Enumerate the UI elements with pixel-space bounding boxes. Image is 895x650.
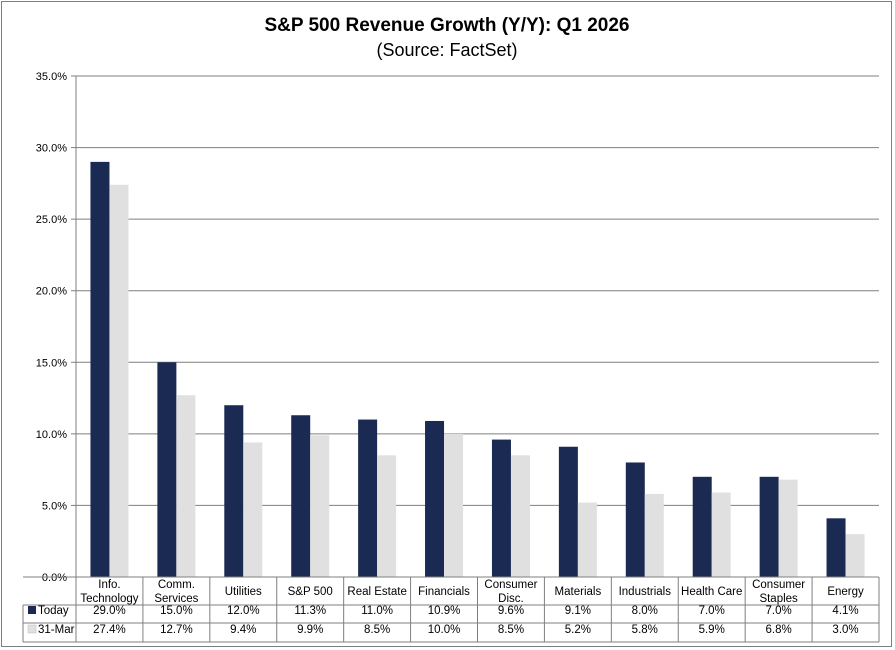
y-axis-ticks: 0.0% 5.0% 10.0% 15.0% 20.0% 25.0% 30.0% 35.0% [36, 71, 67, 584]
bar-31-mar [711, 492, 731, 577]
legend-label: 31-Mar [38, 624, 75, 636]
bar-31-mar [644, 493, 664, 577]
category-label: Disc. [498, 593, 524, 605]
bar-today [358, 419, 378, 577]
category-label: Consumer [484, 579, 537, 591]
data-label: 11.3% [294, 605, 326, 617]
y-tick-label: 30.0% [36, 143, 67, 155]
data-label: 8.5% [498, 624, 524, 636]
bar-today [826, 518, 846, 577]
bars [90, 161, 865, 577]
category-label: Real Estate [347, 586, 406, 598]
bar-31-mar [109, 184, 129, 577]
bar-today [224, 405, 244, 577]
bar-today [491, 439, 511, 577]
legend-label: Today [38, 605, 69, 617]
data-label: 11.0% [361, 605, 393, 617]
category-label: Services [154, 593, 198, 605]
bar-31-mar [778, 479, 798, 577]
bar-today [625, 462, 645, 577]
data-label: 9.4% [230, 624, 256, 636]
bar-31-mar [176, 395, 196, 577]
category-label: Financials [418, 586, 470, 598]
data-label: 4.1% [832, 605, 858, 617]
data-label: 9.9% [297, 624, 323, 636]
data-label: 29.0% [93, 605, 126, 617]
bar-today [692, 476, 712, 577]
legend-key-31-mar [27, 624, 37, 634]
chart-subtitle: (Source: FactSet) [376, 40, 517, 60]
bar-31-mar [243, 442, 263, 577]
bar-today [157, 362, 177, 577]
category-label: Health Care [681, 586, 742, 598]
data-label: 15.0% [160, 605, 193, 617]
data-label: 27.4% [93, 624, 126, 636]
category-label: Energy [827, 586, 864, 598]
data-table: Info. Technology Comm. Services Utilities S&P… [22, 576, 880, 643]
data-label: 9.6% [498, 605, 524, 617]
bar-31-mar [310, 435, 330, 577]
data-label: 8.5% [364, 624, 390, 636]
y-tick-label: 35.0% [36, 71, 67, 83]
chart-title: S&P 500 Revenue Growth (Y/Y): Q1 2026 [264, 15, 629, 36]
data-label: 7.0% [699, 605, 725, 617]
y-tick-label: 20.0% [36, 286, 67, 298]
data-label: 5.2% [565, 624, 591, 636]
bar-today [425, 420, 445, 577]
y-tick-label: 10.0% [36, 429, 67, 441]
bar-31-mar [377, 455, 397, 577]
y-tick-label: 15.0% [36, 357, 67, 369]
y-tick-label: 25.0% [36, 214, 67, 226]
category-label: Industrials [619, 586, 672, 598]
data-label: 5.8% [632, 624, 658, 636]
bar-today [558, 446, 578, 577]
category-label: Info. [98, 579, 120, 591]
data-label: 12.0% [227, 605, 260, 617]
category-label: S&P 500 [288, 586, 333, 598]
category-label: Materials [555, 586, 602, 598]
bar-31-mar [444, 433, 464, 577]
data-label: 8.0% [632, 605, 658, 617]
bar-today [759, 476, 779, 577]
bar-31-mar [845, 534, 865, 577]
bar-today [90, 161, 110, 577]
category-label: Utilities [225, 586, 262, 598]
category-label: Technology [80, 593, 138, 605]
data-label: 6.8% [766, 624, 792, 636]
data-label: 9.1% [565, 605, 591, 617]
data-label: 10.9% [428, 605, 461, 617]
data-label: 3.0% [832, 624, 858, 636]
y-tick-label: 5.0% [42, 500, 67, 512]
data-label: 12.7% [160, 624, 193, 636]
data-label: 5.9% [699, 624, 725, 636]
category-label: Comm. [158, 579, 195, 591]
category-label: Consumer [752, 579, 805, 591]
category-label: Staples [759, 593, 798, 605]
y-tick-label: 0.0% [42, 572, 67, 584]
legend-key-today [28, 606, 36, 614]
bar-today [291, 415, 311, 577]
bar-31-mar [577, 502, 597, 577]
data-label: 10.0% [428, 624, 461, 636]
data-label: 7.0% [766, 605, 792, 617]
gridlines [71, 75, 879, 642]
bar-31-mar [510, 455, 530, 577]
